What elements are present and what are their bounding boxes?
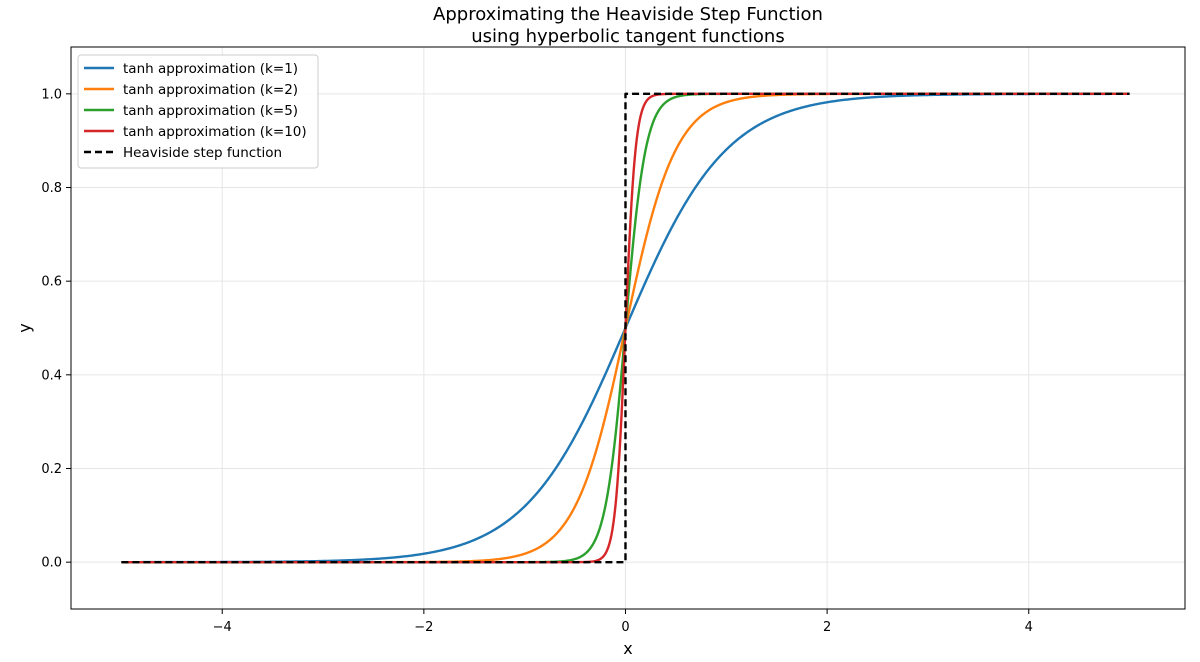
y-tick-label: 1.0 <box>41 87 62 102</box>
axis-ticks: −4 −2 0 2 4 0.0 0.2 0.4 0.6 0.8 1.0 <box>41 87 1033 635</box>
y-tick-label: 0.2 <box>41 462 62 477</box>
legend: tanh approximation (k=1) tanh approximati… <box>77 54 319 169</box>
legend-label-3: tanh approximation (k=5) <box>123 103 298 119</box>
x-tick-label: 2 <box>823 620 831 635</box>
legend-label-2: tanh approximation (k=2) <box>123 82 298 98</box>
y-tick-label: 0.4 <box>41 368 62 383</box>
x-axis-label: x <box>623 639 632 658</box>
x-tick-label: −2 <box>414 620 433 635</box>
chart-title-line-1: Approximating the Heaviside Step Functio… <box>433 4 823 25</box>
y-tick-label: 0.8 <box>41 181 62 196</box>
x-tick-label: 4 <box>1025 620 1033 635</box>
legend-label-4: tanh approximation (k=10) <box>123 124 307 140</box>
legend-box <box>77 54 319 169</box>
chart-title-line-2: using hyperbolic tangent functions <box>471 26 784 47</box>
legend-label-5: Heaviside step function <box>123 145 282 161</box>
x-tick-label: −4 <box>213 620 232 635</box>
x-tick-label: 0 <box>621 620 629 635</box>
legend-label-1: tanh approximation (k=1) <box>123 61 298 77</box>
plot-area-frame <box>70 46 1186 610</box>
y-tick-label: 0.6 <box>41 275 62 290</box>
series-line-5 <box>121 92 1130 564</box>
y-tick-label: 0.0 <box>41 556 62 571</box>
plot-lines <box>121 92 1130 564</box>
y-axis-label: y <box>15 323 34 332</box>
